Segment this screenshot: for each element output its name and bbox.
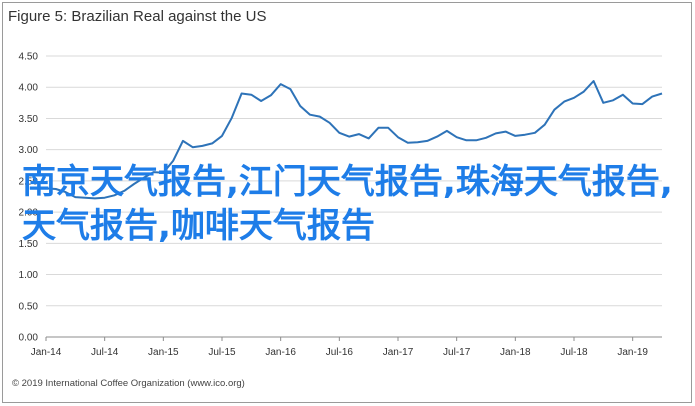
y-tick-label: 3.00 [19, 145, 39, 156]
x-tick-label: Jul-18 [560, 347, 588, 358]
y-axis-ticks: 0.00 0.50 1.00 1.50 2.00 2.50 3.00 3.50 4.00 4.50 [19, 52, 39, 344]
y-tick-label: 2.00 [19, 208, 39, 219]
chart-title: Figure 5: Brazilian Real against the US [8, 8, 267, 25]
y-tick-label: 3.50 [19, 114, 39, 125]
y-tick-label: 4.50 [19, 52, 39, 63]
series-layer [45, 80, 663, 200]
x-tick-label: Jan-14 [31, 347, 62, 358]
y-tick-label: 1.00 [19, 270, 39, 281]
x-tick-label: Jul-16 [326, 347, 354, 358]
x-tick-label: Jan-15 [148, 347, 179, 358]
y-tick-label: 4.00 [19, 83, 39, 94]
gridlines [46, 55, 662, 307]
y-tick-label: 0.00 [19, 333, 39, 344]
x-axis-ticks: Jan-14 Jul-14 Jan-15 Jul-15 Jan-16 Jul-16 Jan-… [31, 347, 649, 358]
series-line [45, 80, 663, 200]
y-tick-label: 1.50 [19, 239, 39, 250]
y-tick-label: 2.50 [19, 176, 39, 187]
overlay-text: 南京天气报告,江门天气报告,珠海天气报告,天气报告,咖啡天气报告 [22, 162, 673, 246]
x-tick-label: Jan-19 [617, 347, 648, 358]
copyright-footer: © 2019 International Coffee Organization… [12, 378, 245, 389]
x-tick-label: Jul-17 [443, 347, 471, 358]
x-tick-label: Jan-17 [383, 347, 414, 358]
x-tick-label: Jan-16 [265, 347, 296, 358]
x-tick-label: Jul-15 [208, 347, 236, 358]
x-tick-label: Jan-18 [500, 347, 531, 358]
y-tick-label: 0.50 [19, 301, 39, 312]
axes [45, 336, 662, 341]
x-tick-label: Jul-14 [91, 347, 119, 358]
